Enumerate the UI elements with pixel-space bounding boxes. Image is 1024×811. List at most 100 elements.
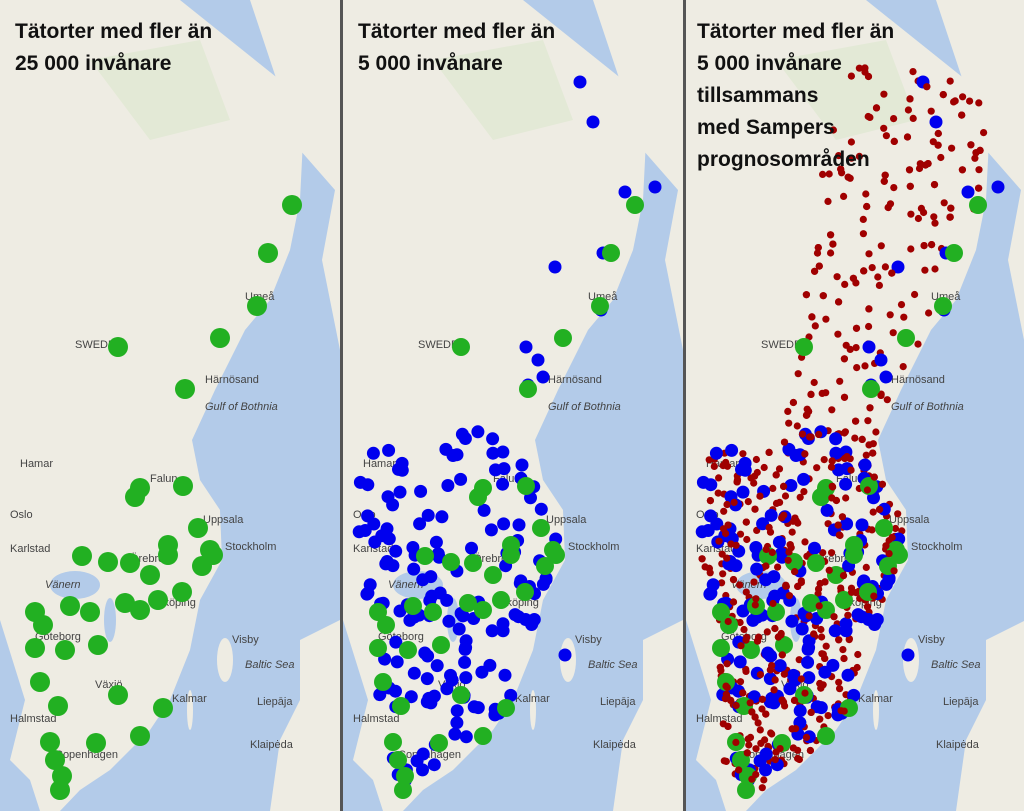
town-25000-dot <box>60 596 80 616</box>
town-25000-dot <box>459 594 477 612</box>
area-dot <box>829 483 837 491</box>
town-25000-dot <box>188 518 208 538</box>
area-dot <box>904 106 912 114</box>
town-25000-dot <box>875 519 893 537</box>
area-dot <box>794 370 802 378</box>
area-dot <box>723 554 731 562</box>
area-dot <box>719 570 727 578</box>
area-dot <box>758 705 766 713</box>
town-5000-dot <box>840 517 854 531</box>
town-25000-dot <box>424 603 442 621</box>
town-5000-dot <box>427 758 441 772</box>
map-label: Copenhagen <box>55 749 118 761</box>
area-dot <box>722 529 730 538</box>
area-dot <box>834 521 842 529</box>
area-dot <box>732 541 740 549</box>
town-5000-dot <box>785 614 799 628</box>
area-dot <box>736 530 745 538</box>
area-dot <box>736 678 745 686</box>
town-5000-dot <box>539 571 553 585</box>
town-5000-dot <box>879 370 893 384</box>
town-25000-dot <box>517 477 535 495</box>
area-dot <box>947 204 955 212</box>
town-5000-dot <box>696 475 710 489</box>
area-dot <box>869 440 877 448</box>
town-5000-dot <box>855 518 869 532</box>
town-5000-dot <box>772 535 786 549</box>
map-label: Vänern <box>388 579 423 591</box>
town-5000-dot <box>573 75 587 89</box>
town-5000-dot <box>459 671 473 685</box>
town-25000-dot <box>108 685 128 705</box>
map-label: Halmstad <box>353 713 399 725</box>
area-dot <box>890 567 898 575</box>
area-dot <box>789 398 797 407</box>
area-dot <box>769 599 777 608</box>
area-dot <box>822 315 830 323</box>
town-5000-dot <box>736 485 750 499</box>
area-dot <box>778 651 786 659</box>
town-5000-dot <box>496 624 510 638</box>
town-25000-dot <box>845 546 863 564</box>
area-dot <box>794 582 802 591</box>
town-25000-dot <box>474 727 492 745</box>
area-dot <box>877 391 885 399</box>
area-dot <box>861 64 869 72</box>
area-dot <box>865 305 873 313</box>
area-dot <box>732 701 740 710</box>
area-dot <box>754 719 762 727</box>
town-25000-dot <box>247 296 267 316</box>
area-dot <box>946 77 954 85</box>
area-dot <box>890 137 898 145</box>
area-dot <box>765 448 773 456</box>
map-label: Baltic Sea <box>245 659 295 671</box>
town-25000-dot <box>394 781 412 799</box>
land-baltics <box>956 621 1024 811</box>
area-dot <box>796 493 804 501</box>
area-dot <box>885 550 893 558</box>
area-dot <box>863 603 872 611</box>
town-25000-dot <box>969 196 987 214</box>
area-dot <box>827 249 835 257</box>
area-dot <box>789 744 797 752</box>
area-dot <box>811 267 819 275</box>
map-label: Vänern <box>45 579 80 591</box>
town-25000-dot <box>737 781 755 799</box>
town-25000-dot <box>389 751 407 769</box>
town-25000-dot <box>452 686 470 704</box>
area-dot <box>818 633 826 641</box>
area-dot <box>740 625 748 634</box>
town-25000-dot <box>72 546 92 566</box>
town-25000-dot <box>795 338 813 356</box>
area-dot <box>805 407 813 415</box>
area-dot <box>751 505 759 513</box>
area-dot <box>853 364 861 372</box>
area-dot <box>940 199 948 207</box>
area-dot <box>763 628 771 636</box>
town-5000-dot <box>414 484 428 498</box>
area-dot <box>762 545 770 554</box>
area-dot <box>751 601 759 609</box>
town-25000-dot <box>767 603 785 621</box>
area-dot <box>752 745 760 753</box>
area-dot <box>861 362 869 370</box>
area-dot <box>939 91 947 99</box>
area-dot <box>847 72 855 80</box>
area-dot <box>828 406 836 414</box>
map-label: Karlstad <box>353 543 393 555</box>
town-25000-dot <box>33 615 53 635</box>
area-dot <box>757 739 765 747</box>
area-dot <box>818 389 826 397</box>
area-dot <box>816 715 824 723</box>
island-oland <box>873 690 879 730</box>
map-label: Karlstad <box>696 543 736 555</box>
area-dot <box>778 514 786 522</box>
town-25000-dot <box>140 565 160 585</box>
area-dot <box>814 244 822 252</box>
area-dot <box>822 642 830 650</box>
map-label: Baltic Sea <box>931 659 981 671</box>
area-dot <box>815 430 823 438</box>
panel-title: Tätorter med fler än <box>358 20 555 43</box>
town-5000-dot <box>459 730 473 744</box>
